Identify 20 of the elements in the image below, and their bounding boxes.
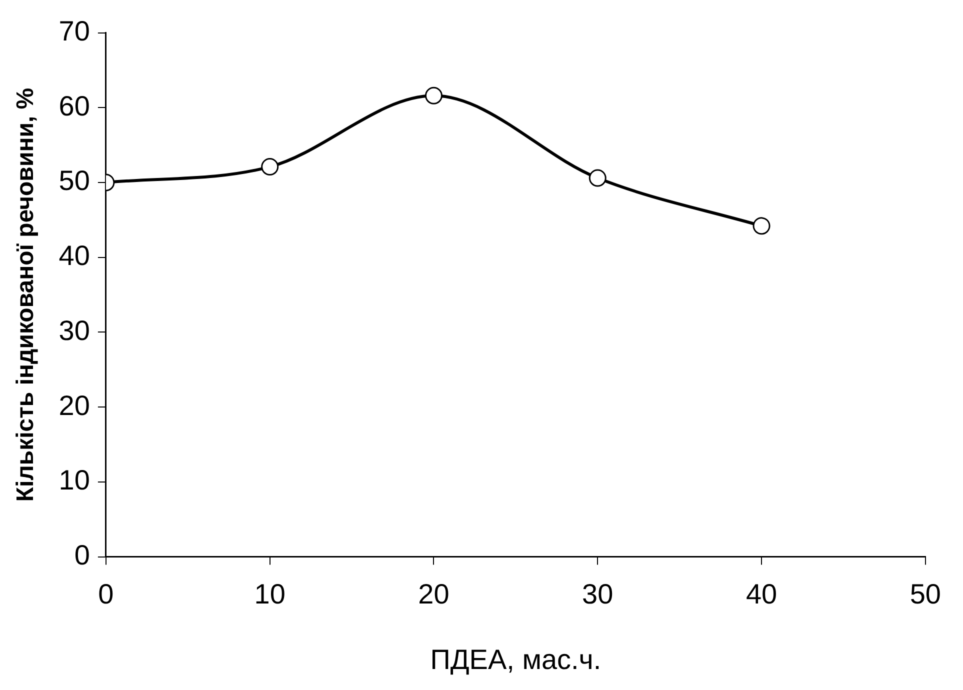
x-tick-label: 50 (910, 578, 942, 610)
y-tick-label: 70 (58, 16, 90, 47)
y-tick-label: 30 (58, 314, 90, 346)
point (752, 217, 770, 235)
x-tick-label: 30 (582, 578, 614, 610)
point (261, 158, 279, 176)
y-tick-label: 60 (58, 90, 90, 122)
y-tick-label: 0 (74, 540, 90, 571)
x-tick-label: 10 (254, 578, 286, 610)
x-tick-label: 20 (418, 578, 450, 610)
x-axis-title: ПДЕА, мас.ч. (430, 644, 602, 675)
y-axis-title: Кількість індикованої речовини, % (12, 88, 40, 502)
y-tick-label: 40 (58, 240, 90, 272)
x-tick-label: 0 (98, 578, 114, 610)
y-tick-label: 20 (58, 390, 90, 421)
x-tick-label: 40 (746, 578, 778, 610)
point (424, 86, 442, 104)
point (588, 169, 606, 187)
y-tick-label: 10 (58, 464, 90, 496)
y-tick-label: 50 (58, 165, 90, 196)
